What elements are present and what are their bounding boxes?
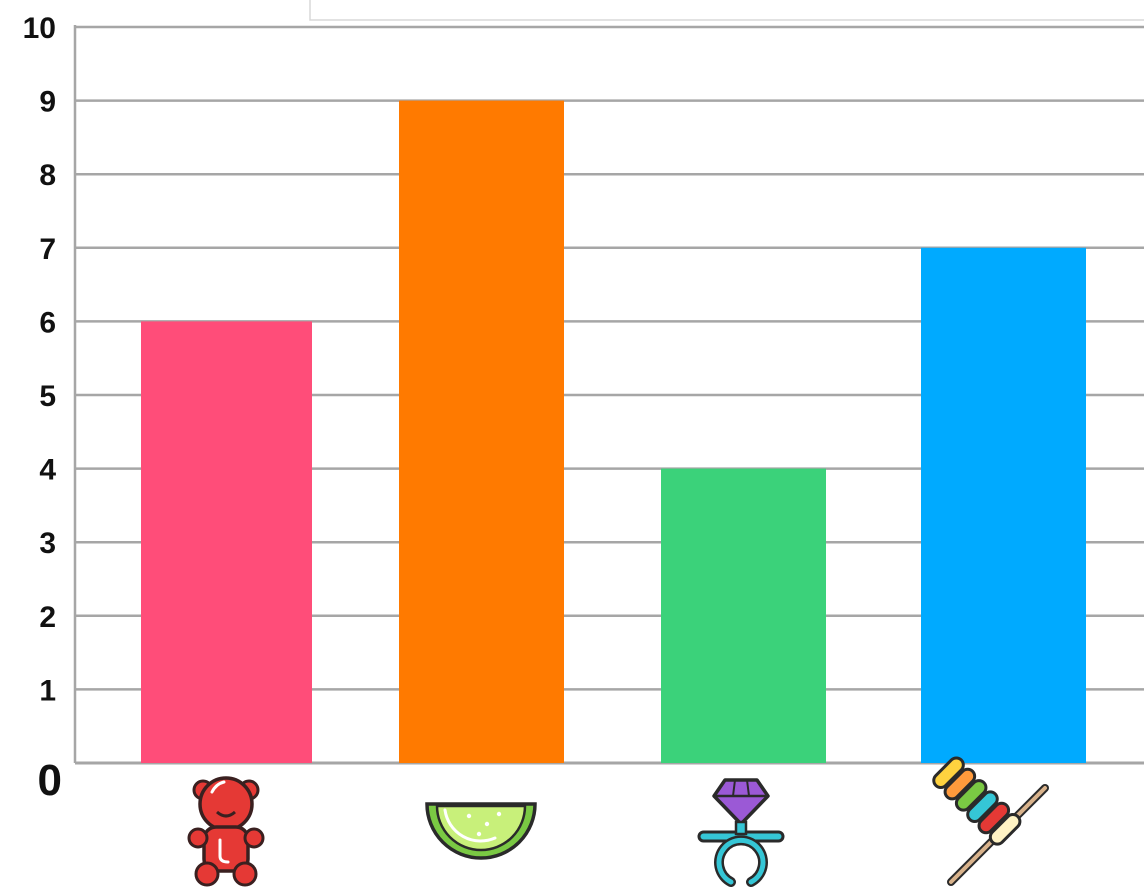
candy-skewer-icon [932, 756, 1049, 886]
y-tick-labels: 0 1 2 3 4 5 6 7 8 9 10 [23, 12, 62, 805]
top-panel-edge [309, 0, 1144, 21]
y-tick-label-10: 10 [23, 12, 56, 45]
y-tick-label-2: 2 [39, 601, 56, 634]
y-tick-label-5: 5 [39, 380, 56, 413]
y-tick-label-3: 3 [39, 527, 56, 560]
y-tick-label-1: 1 [39, 674, 56, 707]
y-tick-label-0: 0 [38, 756, 62, 805]
bar-gummy-bear [141, 321, 312, 763]
y-tick-label-6: 6 [39, 306, 56, 339]
bar-ring-pop [661, 468, 826, 763]
y-tick-label-8: 8 [39, 159, 56, 192]
y-tick-label-9: 9 [39, 86, 56, 119]
bars [141, 100, 1086, 764]
y-tick-label-4: 4 [39, 454, 56, 487]
bar-watermelon-candy [399, 100, 564, 764]
gummy-bear-icon [187, 776, 265, 887]
ring-pop-icon [697, 778, 785, 887]
y-tick-label-7: 7 [39, 233, 56, 266]
bar-candy-skewer [921, 247, 1086, 764]
watermelon-slice-icon [425, 802, 537, 860]
